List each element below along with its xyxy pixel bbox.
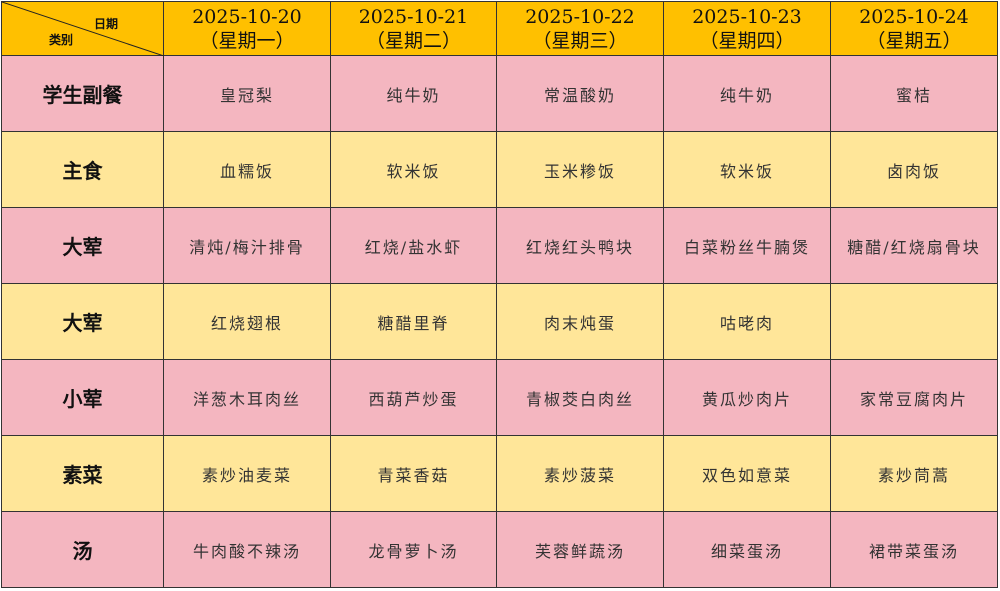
dish-cell: 白菜粉丝牛腩煲 — [663, 207, 831, 284]
header-row: 日期 类别 2025-10-20 （星期一） 2025-10-21 （星期二） 2025… — [1, 1, 998, 56]
day-header-0: 2025-10-20 （星期一） — [163, 1, 331, 56]
dish-cell: 青椒茭白肉丝 — [496, 359, 664, 436]
dish-cell: 血糯饭 — [163, 131, 331, 208]
date: 2025-10-24 — [859, 5, 969, 28]
dish-cell: 牛肉酸不辣汤 — [163, 511, 331, 588]
dish-cell: 素炒茼蒿 — [830, 435, 998, 512]
dish-cell: 双色如意菜 — [663, 435, 831, 512]
dish-cell: 裙带菜蛋汤 — [830, 511, 998, 588]
dish-cell: 素炒菠菜 — [496, 435, 664, 512]
category-cell: 汤 — [1, 511, 164, 588]
dish-cell: 红烧/盐水虾 — [330, 207, 497, 284]
dish-cell: 青菜香菇 — [330, 435, 497, 512]
category-cell: 主食 — [1, 131, 164, 208]
day-header-2: 2025-10-22 （星期三） — [496, 1, 664, 56]
table-row: 大荤 红烧翅根 糖醋里脊 肉末炖蛋 咕咾肉 — [1, 283, 998, 360]
weekday: （星期一） — [199, 29, 295, 52]
dish-cell: 咕咾肉 — [663, 283, 831, 360]
dish-cell: 糖醋里脊 — [330, 283, 497, 360]
weekday: （星期四） — [699, 29, 795, 52]
dish-cell: 玉米糁饭 — [496, 131, 664, 208]
table-row: 素菜 素炒油麦菜 青菜香菇 素炒菠菜 双色如意菜 素炒茼蒿 — [1, 435, 998, 512]
dish-cell: 软米饭 — [330, 131, 497, 208]
day-header-1: 2025-10-21 （星期二） — [330, 1, 497, 56]
diagonal-divider — [2, 2, 164, 56]
dish-cell: 纯牛奶 — [330, 55, 497, 132]
table-row: 学生副餐 皇冠梨 纯牛奶 常温酸奶 纯牛奶 蜜桔 — [1, 55, 998, 132]
date: 2025-10-21 — [358, 5, 469, 28]
category-cell: 素菜 — [1, 435, 164, 512]
table-row: 大荤 清炖/梅汁排骨 红烧/盐水虾 红烧红头鸭块 白菜粉丝牛腩煲 糖醋/红烧扇骨块 — [1, 207, 998, 284]
dish-cell: 洋葱木耳肉丝 — [163, 359, 331, 436]
category-cell: 大荤 — [1, 207, 164, 284]
dish-cell: 常温酸奶 — [496, 55, 664, 132]
dish-cell: 清炖/梅汁排骨 — [163, 207, 331, 284]
dish-cell: 糖醋/红烧扇骨块 — [830, 207, 998, 284]
dish-cell: 黄瓜炒肉片 — [663, 359, 831, 436]
dish-cell: 纯牛奶 — [663, 55, 831, 132]
day-header-4: 2025-10-24 （星期五） — [830, 1, 998, 56]
dish-cell: 卤肉饭 — [830, 131, 998, 208]
dish-cell: 细菜蛋汤 — [663, 511, 831, 588]
category-cell: 学生副餐 — [1, 55, 164, 132]
dish-cell: 素炒油麦菜 — [163, 435, 331, 512]
dish-cell: 西葫芦炒蛋 — [330, 359, 497, 436]
dish-cell: 软米饭 — [663, 131, 831, 208]
dish-cell: 芙蓉鲜蔬汤 — [496, 511, 664, 588]
date: 2025-10-20 — [192, 5, 302, 28]
dish-cell: 蜜桔 — [830, 55, 998, 132]
table-row: 小荤 洋葱木耳肉丝 西葫芦炒蛋 青椒茭白肉丝 黄瓜炒肉片 家常豆腐肉片 — [1, 359, 998, 436]
dish-cell: 龙骨萝卜汤 — [330, 511, 497, 588]
category-cell: 小荤 — [1, 359, 164, 436]
weekday: （星期三） — [532, 29, 628, 52]
weekday: （星期二） — [365, 29, 461, 52]
dish-cell — [830, 283, 998, 360]
corner-cell: 日期 类别 — [1, 1, 164, 56]
table-row: 主食 血糯饭 软米饭 玉米糁饭 软米饭 卤肉饭 — [1, 131, 998, 208]
dish-cell: 家常豆腐肉片 — [830, 359, 998, 436]
weekday: （星期五） — [866, 29, 962, 52]
category-axis-label: 类别 — [49, 33, 74, 47]
table-row: 汤牛肉酸不辣汤 龙骨萝卜汤 芙蓉鲜蔬汤 细菜蛋汤 裙带菜蛋汤 — [1, 511, 998, 588]
day-header-3: 2025-10-23 （星期四） — [663, 1, 831, 56]
dish-cell: 红烧红头鸭块 — [496, 207, 664, 284]
dish-cell: 皇冠梨 — [163, 55, 331, 132]
date: 2025-10-22 — [525, 5, 635, 28]
date-axis-label: 日期 — [93, 17, 118, 31]
dish-cell: 肉末炖蛋 — [496, 283, 664, 360]
dish-cell: 红烧翅根 — [163, 283, 331, 360]
date: 2025-10-23 — [692, 5, 802, 28]
category-cell: 大荤 — [1, 283, 164, 360]
